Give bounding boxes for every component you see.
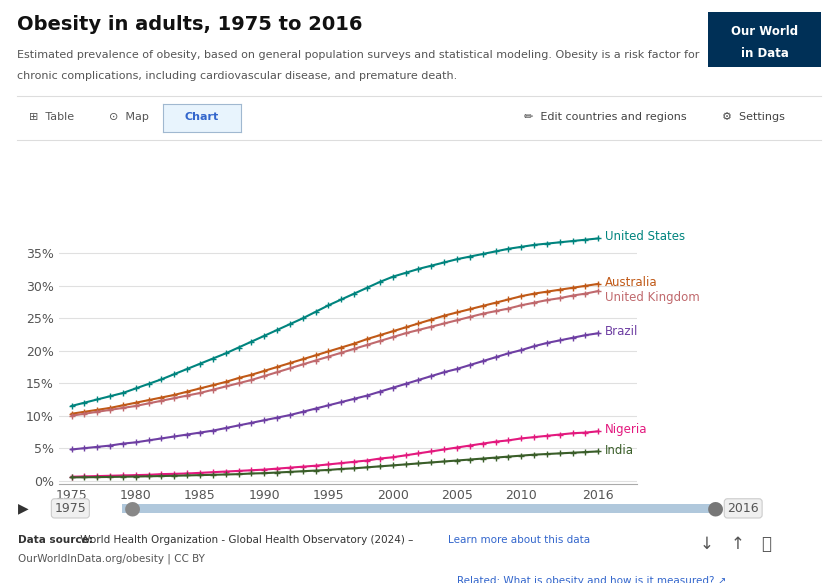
Text: Learn more about this data: Learn more about this data [448,535,591,545]
Text: ↓: ↓ [700,535,714,553]
Text: Australia: Australia [605,276,657,289]
Text: in Data: in Data [741,47,789,59]
Text: ⊙  Map: ⊙ Map [109,111,149,122]
Text: World Health Organization - Global Health Observatory (2024) –: World Health Organization - Global Healt… [77,535,416,545]
Text: ●: ● [706,499,723,518]
Text: chronic complications, including cardiovascular disease, and premature death.: chronic complications, including cardiov… [17,71,457,81]
Text: United Kingdom: United Kingdom [605,291,700,304]
Text: 2016: 2016 [727,502,759,515]
Text: ↑: ↑ [731,535,745,553]
Text: OurWorldInData.org/obesity | CC BY: OurWorldInData.org/obesity | CC BY [18,554,205,564]
Text: Related: What is obesity and how is it measured? ↗: Related: What is obesity and how is it m… [457,576,727,583]
Text: ⊞  Table: ⊞ Table [29,111,75,122]
Text: ✏  Edit countries and regions: ✏ Edit countries and regions [524,111,686,122]
Text: Nigeria: Nigeria [605,423,647,437]
Text: Chart: Chart [184,111,219,122]
Text: United States: United States [605,230,685,243]
Text: Data source:: Data source: [18,535,93,545]
Text: 1975: 1975 [54,502,86,515]
Text: India: India [605,444,634,456]
Text: ⤢: ⤢ [761,535,771,553]
Text: ⚙  Settings: ⚙ Settings [722,111,785,122]
Text: Obesity in adults, 1975 to 2016: Obesity in adults, 1975 to 2016 [17,15,362,34]
Text: Estimated prevalence of obesity, based on general population surveys and statist: Estimated prevalence of obesity, based o… [17,50,699,59]
Text: Our World: Our World [731,24,799,37]
Text: ▶: ▶ [18,501,29,515]
Text: ●: ● [124,499,141,518]
Text: Brazil: Brazil [605,325,638,338]
